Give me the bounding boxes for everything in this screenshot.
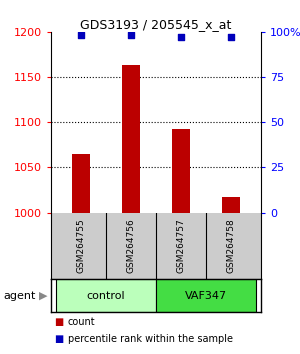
Title: GDS3193 / 205545_x_at: GDS3193 / 205545_x_at xyxy=(80,18,232,31)
Point xyxy=(229,34,233,40)
Point xyxy=(129,33,134,38)
Point xyxy=(178,34,183,40)
Text: agent: agent xyxy=(3,291,35,301)
Bar xyxy=(156,279,256,313)
Bar xyxy=(172,129,190,212)
Text: GSM264757: GSM264757 xyxy=(176,218,185,273)
Bar xyxy=(222,197,240,212)
Bar xyxy=(56,279,156,313)
Text: GSM264755: GSM264755 xyxy=(76,218,85,273)
Bar xyxy=(122,65,140,212)
Text: ■: ■ xyxy=(54,334,63,344)
Text: GSM264756: GSM264756 xyxy=(127,218,136,273)
Point xyxy=(79,33,83,38)
Text: ■: ■ xyxy=(54,317,63,327)
Text: VAF347: VAF347 xyxy=(185,291,227,301)
Text: control: control xyxy=(87,291,125,301)
Text: percentile rank within the sample: percentile rank within the sample xyxy=(68,334,232,344)
Text: count: count xyxy=(68,317,95,327)
Bar xyxy=(72,154,90,212)
Text: GSM264758: GSM264758 xyxy=(226,218,236,273)
Text: ▶: ▶ xyxy=(39,291,47,301)
